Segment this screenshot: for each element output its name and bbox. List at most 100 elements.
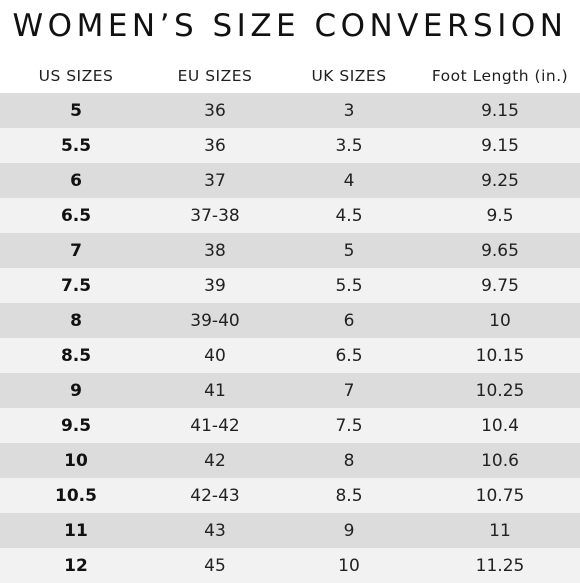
uk-size-value: 8 — [343, 450, 355, 471]
eu-size-value: 42-43 — [190, 485, 240, 506]
uk-size-cell: 4.5 — [278, 206, 420, 226]
us-size-value: 7.5 — [60, 275, 92, 296]
foot-length-value: 10.25 — [475, 380, 525, 401]
us-size-cell: 10 — [0, 451, 152, 471]
foot-length-cell: 10.25 — [420, 381, 580, 401]
foot-length-cell: 9.15 — [420, 136, 580, 156]
uk-size-value: 5 — [343, 240, 355, 261]
eu-size-value: 36 — [204, 100, 226, 121]
table-row: 8 39-40 6 10 — [0, 303, 580, 338]
table-header-row: US SIZES EU SIZES UK SIZES Foot Length (… — [0, 58, 580, 93]
uk-size-value: 3 — [343, 100, 355, 121]
eu-size-cell: 39 — [152, 276, 278, 296]
eu-size-value: 38 — [204, 240, 226, 261]
eu-size-value: 41 — [204, 380, 226, 401]
uk-size-cell: 7 — [278, 381, 420, 401]
table-row: 6.5 37-38 4.5 9.5 — [0, 198, 580, 233]
table-row: 12 45 10 11.25 — [0, 548, 580, 583]
eu-size-cell: 37-38 — [152, 206, 278, 226]
foot-length-cell: 9.25 — [420, 171, 580, 191]
uk-size-cell: 3.5 — [278, 136, 420, 156]
eu-size-cell: 42-43 — [152, 486, 278, 506]
table-row: 8.5 40 6.5 10.15 — [0, 338, 580, 373]
us-size-cell: 11 — [0, 521, 152, 541]
eu-size-value: 41-42 — [190, 415, 240, 436]
us-size-cell: 12 — [0, 556, 152, 576]
eu-size-cell: 42 — [152, 451, 278, 471]
foot-length-cell: 10.75 — [420, 486, 580, 506]
foot-length-cell: 11.25 — [420, 556, 580, 576]
eu-size-value: 42 — [204, 450, 226, 471]
table-row: 11 43 9 11 — [0, 513, 580, 548]
eu-size-cell: 41 — [152, 381, 278, 401]
uk-size-cell: 9 — [278, 521, 420, 541]
us-size-value: 6.5 — [60, 205, 92, 226]
us-size-value: 6 — [70, 170, 82, 191]
foot-length-value: 10.6 — [481, 450, 519, 471]
uk-size-value: 7 — [343, 380, 355, 401]
foot-length-cell: 10.4 — [420, 416, 580, 436]
eu-size-value: 43 — [204, 520, 226, 541]
table-row: 9 41 7 10.25 — [0, 373, 580, 408]
foot-length-cell: 10.6 — [420, 451, 580, 471]
header-uk-sizes: UK SIZES — [311, 66, 387, 85]
foot-length-cell: 9.15 — [420, 101, 580, 121]
uk-size-cell: 3 — [278, 101, 420, 121]
foot-length-value: 9.15 — [481, 100, 519, 121]
eu-size-cell: 37 — [152, 171, 278, 191]
us-size-value: 5 — [70, 100, 82, 121]
eu-size-value: 39 — [204, 275, 226, 296]
eu-size-value: 37-38 — [190, 205, 240, 226]
table-row: 9.5 41-42 7.5 10.4 — [0, 408, 580, 443]
uk-size-value: 5.5 — [335, 275, 363, 296]
us-size-cell: 6 — [0, 171, 152, 191]
foot-length-value: 10.75 — [475, 485, 525, 506]
us-size-value: 10 — [64, 450, 88, 471]
eu-size-cell: 38 — [152, 241, 278, 261]
foot-length-cell: 9.65 — [420, 241, 580, 261]
us-size-value: 5.5 — [60, 135, 92, 156]
uk-size-cell: 5 — [278, 241, 420, 261]
header-us-sizes: US SIZES — [38, 66, 114, 85]
us-size-value: 11 — [64, 520, 88, 541]
foot-length-value: 9.5 — [486, 205, 514, 226]
uk-size-cell: 5.5 — [278, 276, 420, 296]
eu-size-cell: 45 — [152, 556, 278, 576]
foot-length-cell: 9.5 — [420, 206, 580, 226]
foot-length-value: 9.75 — [481, 275, 519, 296]
eu-size-value: 40 — [204, 345, 226, 366]
foot-length-cell: 10 — [420, 311, 580, 331]
table-row: 7 38 5 9.65 — [0, 233, 580, 268]
eu-size-cell: 36 — [152, 101, 278, 121]
us-size-value: 8 — [70, 310, 82, 331]
foot-length-value: 11 — [489, 520, 511, 541]
us-size-value: 9.5 — [60, 415, 92, 436]
us-size-cell: 5.5 — [0, 136, 152, 156]
eu-size-cell: 40 — [152, 346, 278, 366]
uk-size-value: 8.5 — [335, 485, 363, 506]
uk-size-cell: 6.5 — [278, 346, 420, 366]
us-size-cell: 7.5 — [0, 276, 152, 296]
us-size-value: 12 — [64, 555, 88, 576]
eu-size-cell: 36 — [152, 136, 278, 156]
uk-size-value: 6.5 — [335, 345, 363, 366]
foot-length-value: 9.65 — [481, 240, 519, 261]
us-size-cell: 8.5 — [0, 346, 152, 366]
uk-size-cell: 4 — [278, 171, 420, 191]
table-row: 10.5 42-43 8.5 10.75 — [0, 478, 580, 513]
eu-size-cell: 43 — [152, 521, 278, 541]
uk-size-cell: 10 — [278, 556, 420, 576]
table-row: 5 36 3 9.15 — [0, 93, 580, 128]
table-row: 7.5 39 5.5 9.75 — [0, 268, 580, 303]
us-size-cell: 8 — [0, 311, 152, 331]
us-size-value: 7 — [70, 240, 82, 261]
uk-size-value: 6 — [343, 310, 355, 331]
foot-length-value: 10.4 — [481, 415, 519, 436]
uk-size-value: 9 — [343, 520, 355, 541]
table-body: 5 36 3 9.15 5.5 36 3.5 9.15 6 37 4 9.25 6.5 37-38 4.5 9… — [0, 93, 580, 583]
size-conversion-table: US SIZES EU SIZES UK SIZES Foot Length (… — [0, 58, 580, 583]
us-size-cell: 6.5 — [0, 206, 152, 226]
uk-size-value: 10 — [338, 555, 360, 576]
header-eu-sizes: EU SIZES — [177, 66, 253, 85]
uk-size-cell: 8.5 — [278, 486, 420, 506]
